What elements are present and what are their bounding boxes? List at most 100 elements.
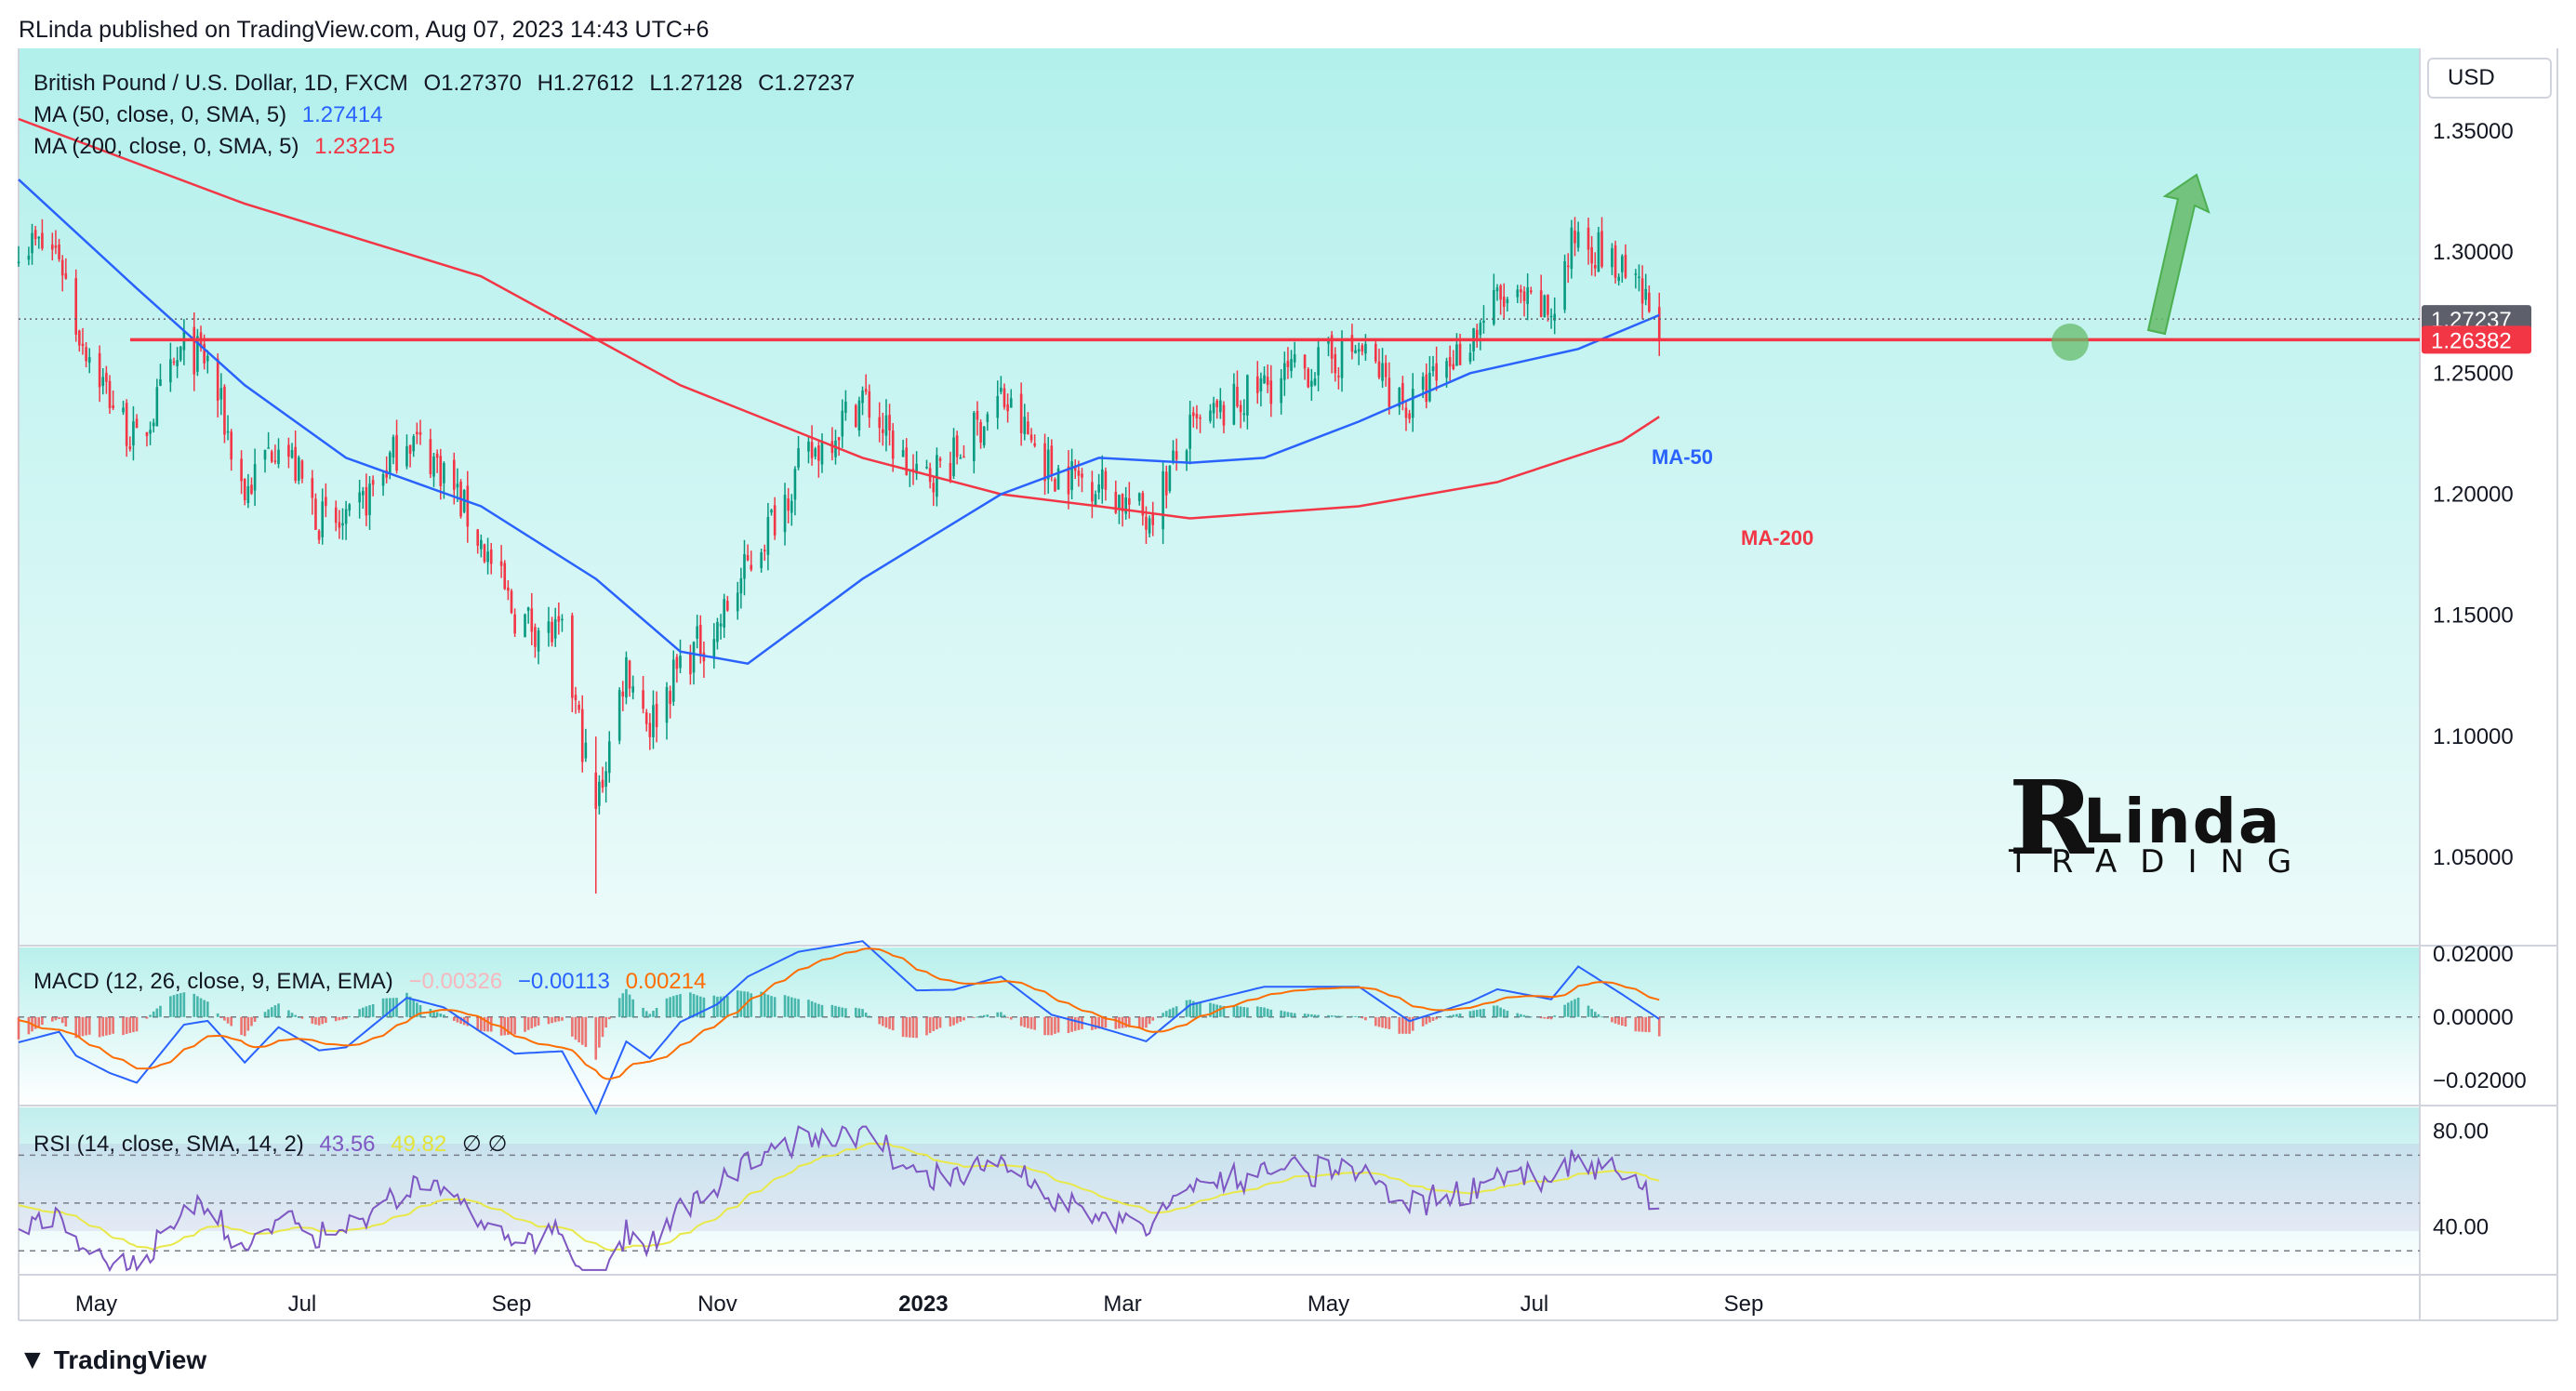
macd-hist-bar xyxy=(216,1013,219,1017)
candle-body xyxy=(1246,375,1249,416)
macd-hist-bar xyxy=(882,1016,884,1027)
macd-hist-bar xyxy=(692,994,696,1017)
macd-hist-bar xyxy=(797,999,800,1017)
macd-hist-bar xyxy=(41,1016,44,1026)
candle-body xyxy=(480,539,483,550)
candle-body xyxy=(1408,413,1411,419)
macd-hist-bar xyxy=(750,993,753,1017)
macd-hist-bar xyxy=(1587,1005,1590,1017)
candle-body xyxy=(561,618,564,621)
candle-body xyxy=(692,642,696,673)
macd-hist-bar xyxy=(1141,1016,1145,1028)
candle-body xyxy=(884,415,888,436)
macd-hist-bar xyxy=(64,1016,68,1027)
candle-body xyxy=(297,457,300,481)
candle-body xyxy=(17,261,20,264)
candle-body xyxy=(736,592,739,612)
candle-body xyxy=(524,614,526,638)
macd-hist-bar xyxy=(746,991,750,1017)
macd-hist-bar xyxy=(537,1016,540,1026)
macd-hist-bar xyxy=(1337,1015,1340,1017)
candle-body xyxy=(435,453,439,458)
candle-body xyxy=(963,456,965,458)
candle-body xyxy=(1232,383,1236,425)
candle-body xyxy=(790,500,793,513)
candle-body xyxy=(1151,514,1155,525)
candle-body xyxy=(1452,364,1455,369)
macd-hist-bar xyxy=(1162,1013,1164,1017)
macd-hist-bar xyxy=(1593,1012,1597,1017)
macd-hist-bar xyxy=(830,1004,834,1017)
macd-hist-bar xyxy=(1282,1011,1286,1017)
candle-body xyxy=(1033,443,1036,446)
macd-hist-bar xyxy=(790,997,793,1017)
candle-body xyxy=(125,403,128,446)
rsi-layer xyxy=(18,1125,2420,1273)
candle-body xyxy=(669,691,671,705)
macd-hist-bar xyxy=(1526,1015,1529,1017)
macd-hist-bar xyxy=(1056,1016,1060,1033)
candle-body xyxy=(1313,378,1317,386)
candle-body xyxy=(1121,494,1124,511)
candle-body xyxy=(1428,372,1431,402)
candle-body xyxy=(240,458,243,482)
candle-body xyxy=(263,449,267,460)
candle-body xyxy=(1280,378,1282,404)
time-tick-label: Jul xyxy=(288,1292,317,1317)
macd-hist-bar xyxy=(503,1016,507,1036)
candle-body xyxy=(1128,497,1131,505)
currency-button[interactable]: USD xyxy=(2427,58,2552,99)
candle-body xyxy=(861,391,864,404)
rsi-pane-bg xyxy=(19,1107,2420,1275)
candle-body xyxy=(1421,377,1425,391)
candle-body xyxy=(652,705,655,737)
candle-body xyxy=(716,621,719,643)
candle-body xyxy=(1455,344,1458,366)
macd-hist-bar xyxy=(669,997,671,1017)
macd-hist-bar xyxy=(574,1016,578,1040)
candle-body xyxy=(905,447,909,475)
candle-body xyxy=(1435,363,1438,381)
macd-tick-label: 0.00000 xyxy=(2433,1005,2514,1030)
macd-hist-bar xyxy=(1330,1015,1334,1017)
candle-body xyxy=(1640,278,1644,304)
candle-body xyxy=(936,455,938,497)
macd-hist-bar xyxy=(219,1016,223,1018)
macd-hist-bar xyxy=(50,1016,54,1022)
macd-hist-bar xyxy=(1421,1016,1425,1027)
macd-hist-bar xyxy=(1009,1016,1013,1020)
candle-body xyxy=(763,550,766,551)
candle-body xyxy=(253,464,257,491)
macd-hist-bar xyxy=(1023,1016,1027,1027)
tradingview-logo[interactable]: ▼ TradingView xyxy=(19,1345,206,1376)
candle-body xyxy=(1219,400,1222,413)
macd-hist-bar xyxy=(176,994,179,1017)
macd-hist-bar xyxy=(395,998,398,1017)
macd-hist-bar xyxy=(344,1016,348,1019)
macd-hist-bar xyxy=(952,1016,955,1026)
macd-hist-bar xyxy=(814,1002,817,1017)
legend-ma50-value: 1.27414 xyxy=(301,102,383,127)
candle-body xyxy=(938,458,942,461)
macd-hist-bar xyxy=(1613,1016,1617,1024)
macd-hist-bar xyxy=(480,1016,483,1032)
candle-body xyxy=(152,422,155,427)
macd-hist-bar xyxy=(723,996,726,1017)
candle-body xyxy=(679,656,682,669)
candle-body xyxy=(1529,290,1533,293)
macd-hist-bar xyxy=(1286,1012,1290,1017)
candle-body xyxy=(1091,482,1094,502)
macd-hist-bar xyxy=(1455,1013,1458,1017)
candle-body xyxy=(1269,380,1273,404)
macd-hist-bar xyxy=(817,1003,820,1017)
candle-body xyxy=(31,232,33,254)
macd-hist-bar xyxy=(1475,1010,1479,1017)
candle-body xyxy=(1617,276,1620,282)
candle-body xyxy=(584,742,588,759)
candle-body xyxy=(443,462,445,484)
price-pane-bg xyxy=(19,48,2420,946)
macd-hist-bar xyxy=(1624,1016,1627,1027)
macd-hist-bar xyxy=(179,993,182,1017)
macd-hist-bar xyxy=(1539,1016,1543,1019)
